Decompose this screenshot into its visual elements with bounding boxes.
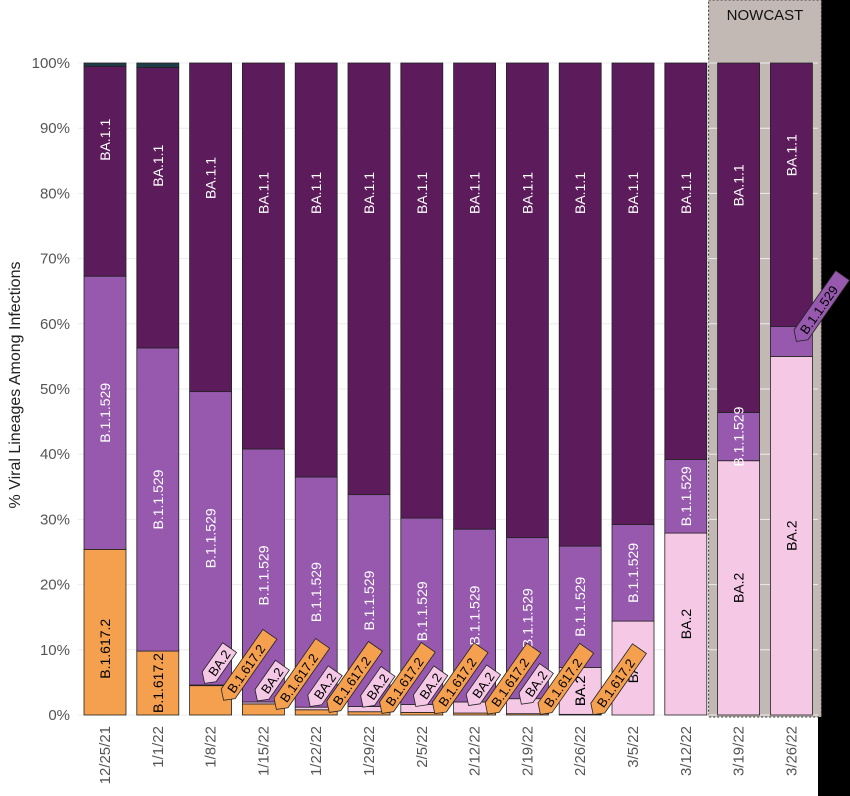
bar-segment-other	[136, 62, 180, 68]
x-tick-label: 3/26/22	[783, 726, 800, 776]
bar-label-ba-1-1: BA.1.1	[150, 144, 166, 186]
x-tick-label: 1/15/22	[255, 726, 272, 776]
x-tick-label: 3/19/22	[731, 726, 748, 776]
bar-label-b-1-617-2: B.1.617.2	[97, 619, 113, 679]
bar-label-b-1-1-529: B.1.1.529	[203, 508, 219, 568]
bar-label-b-1-1-529: B.1.1.529	[625, 543, 641, 603]
bar-segment-b-1-1-529	[611, 524, 655, 622]
x-axis: 12/25/21 1/1/22 1/8/22 1/15/22 1/22/22 1/29/2…	[97, 726, 800, 784]
bar-segment-ba-1-1	[347, 62, 391, 496]
bar-label-b-1-1-529: B.1.1.529	[731, 406, 747, 466]
x-tick-label: 2/26/22	[572, 726, 589, 776]
bar-segment-b-1-617-2	[136, 650, 180, 716]
bar-label-ba-2: BA.2	[731, 572, 747, 603]
bar-label-b-1-1-529: B.1.1.529	[150, 469, 166, 529]
x-tick-label: 2/19/22	[519, 726, 536, 776]
bar-label-ba-1-1: BA.1.1	[625, 172, 641, 214]
bar-segment-ba-1-1	[83, 65, 127, 277]
bar-label-ba-1-1: BA.1.1	[308, 172, 324, 214]
y-tick-label: 30%	[40, 511, 70, 528]
x-tick-label: 1/22/22	[308, 726, 325, 776]
bar-segment-ba-1-1	[770, 62, 813, 327]
bar-label-ba-1-1: BA.1.1	[414, 172, 430, 214]
bar-segment-ba-1-1	[717, 62, 760, 413]
x-tick-label: 3/5/22	[625, 726, 642, 768]
bar-segment-other	[83, 62, 127, 67]
x-tick-label: 2/12/22	[467, 726, 484, 776]
bar-label-b-1-1-529: B.1.1.529	[308, 562, 324, 622]
bar-segment-ba-1-1	[189, 62, 233, 393]
y-tick-label: 10%	[40, 642, 70, 659]
bar-segment-ba-1-1	[136, 67, 180, 349]
bar-label-b-1-1-529: B.1.1.529	[467, 585, 483, 645]
y-axis-title: % Viral Lineages Among Infections	[7, 262, 24, 509]
bar-labels: BA.1.1 B.1.1.529 B.1.617.2 BA.1.1 B.1.1.529 B…	[97, 119, 799, 714]
bar-label-ba-1-1: BA.1.1	[519, 172, 535, 214]
bar-segment-ba-2	[664, 532, 708, 716]
x-tick-label: 1/1/22	[150, 726, 167, 768]
bar-segment-b-1-617-2	[83, 548, 127, 716]
x-tick-label: 12/25/21	[97, 726, 114, 784]
y-tick-label: 20%	[40, 577, 70, 594]
bar-label-b-1-1-529: B.1.1.529	[255, 545, 271, 605]
bar-segment-ba-1-1	[400, 62, 444, 519]
y-tick-label: 40%	[40, 446, 70, 463]
bar-label-ba-1-1: BA.1.1	[361, 172, 377, 214]
bar-label-ba-2: BA.2	[783, 520, 799, 551]
bar-label-ba-1-1: BA.1.1	[783, 134, 799, 176]
bar-segment-ba-1-1	[453, 62, 497, 530]
bar-label-ba-1-1: BA.1.1	[572, 172, 588, 214]
bar-label-ba-1-1: BA.1.1	[467, 172, 483, 214]
bar-segment-b-1-1-529	[83, 275, 127, 550]
bar-label-b-1-1-529: B.1.1.529	[678, 466, 694, 526]
bar-segment-ba-1-1	[611, 62, 655, 526]
x-tick-label: 1/29/22	[361, 726, 378, 776]
y-tick-label: 0%	[48, 707, 70, 724]
bar-label-ba-1-1: BA.1.1	[203, 157, 219, 199]
bar-label-ba-2: BA.2	[572, 675, 588, 706]
bar-label-ba-1-1: BA.1.1	[678, 172, 694, 214]
bar-label-ba-1-1: BA.1.1	[97, 119, 113, 161]
bar-label-b-1-1-529: B.1.1.529	[97, 383, 113, 443]
y-tick-label: 100%	[32, 55, 70, 72]
bar-label-ba-1-1: BA.1.1	[255, 172, 271, 214]
bar-segment-b-1-1-529	[189, 391, 233, 686]
y-axis: 0% 10% 20% 30% 40% 50% 60% 70% 80% 90% 100%	[32, 55, 70, 724]
bar-segment-ba-1-1	[294, 62, 338, 478]
x-tick-label: 3/12/22	[678, 726, 695, 776]
bar-label-b-1-1-529: B.1.1.529	[572, 577, 588, 637]
bar-label-ba-2: BA.2	[678, 609, 694, 640]
bar-label-b-1-1-529: B.1.1.529	[414, 581, 430, 641]
x-tick-label: 1/8/22	[203, 726, 220, 768]
y-tick-label: 80%	[40, 185, 70, 202]
bar-label-b-1-1-529: B.1.1.529	[519, 588, 535, 648]
y-tick-label: 60%	[40, 316, 70, 333]
bar-label-ba-1-1: BA.1.1	[731, 164, 747, 206]
right-edge-band	[818, 0, 850, 796]
bar-segment-ba-1-1	[664, 62, 708, 460]
y-tick-label: 50%	[40, 381, 70, 398]
x-tick-label: 2/5/22	[414, 726, 431, 768]
bar-label-b-1-617-2: B.1.617.2	[150, 653, 166, 713]
y-tick-label: 90%	[40, 120, 70, 137]
y-tick-label: 70%	[40, 251, 70, 268]
bar-segment-ba-1-1	[558, 62, 602, 547]
bar-segment-ba-1-1	[505, 62, 549, 539]
bar-segment-ba-1-1	[241, 62, 285, 450]
nowcast-label: NOWCAST	[727, 7, 804, 24]
bar-label-b-1-1-529: B.1.1.529	[361, 570, 377, 630]
bar-label-ba-2: BA.2	[572, 675, 588, 706]
